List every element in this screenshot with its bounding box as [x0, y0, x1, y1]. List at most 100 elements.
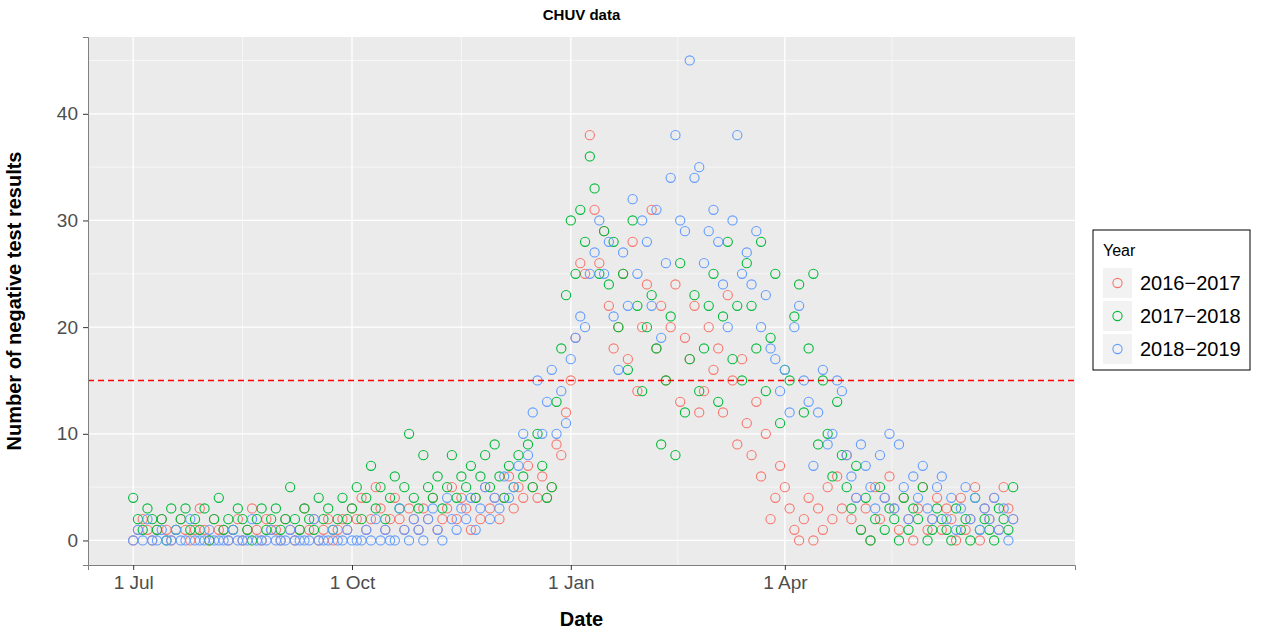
point — [381, 525, 390, 534]
point — [542, 397, 551, 406]
point — [657, 440, 666, 449]
minor-grid-line — [891, 37, 892, 565]
point — [490, 440, 499, 449]
point — [728, 216, 737, 225]
point — [628, 237, 637, 246]
point — [324, 504, 333, 513]
point — [885, 472, 894, 481]
point — [542, 493, 551, 502]
point — [171, 525, 180, 534]
grid-line — [88, 433, 1075, 434]
point — [619, 269, 628, 278]
point — [890, 515, 899, 524]
point — [457, 504, 466, 513]
point — [143, 504, 152, 513]
grid-line — [88, 113, 1075, 114]
point — [842, 451, 851, 460]
point — [347, 504, 356, 513]
point — [357, 536, 366, 545]
point — [804, 344, 813, 353]
point — [671, 131, 680, 140]
point — [999, 483, 1008, 492]
point — [171, 525, 180, 534]
point — [376, 483, 385, 492]
point — [937, 472, 946, 481]
point — [932, 504, 941, 513]
point — [186, 515, 195, 524]
x-tick-mark — [571, 565, 572, 570]
point — [671, 451, 680, 460]
point — [780, 365, 789, 374]
point — [904, 525, 913, 534]
point — [961, 483, 970, 492]
point — [438, 515, 447, 524]
minor-grid-line — [88, 60, 1075, 61]
point — [628, 195, 637, 204]
y-tick: 40 — [57, 103, 88, 124]
y-tick-label: 30 — [57, 210, 78, 231]
point — [357, 515, 366, 524]
plot-area — [88, 56, 1075, 545]
point — [642, 323, 651, 332]
point — [1009, 483, 1018, 492]
minor-grid-line — [242, 37, 243, 565]
point — [585, 269, 594, 278]
point — [695, 163, 704, 172]
point — [395, 515, 404, 524]
point — [923, 504, 932, 513]
point — [647, 301, 656, 310]
point — [947, 536, 956, 545]
point — [932, 483, 941, 492]
point — [875, 451, 884, 460]
point — [676, 216, 685, 225]
point — [404, 536, 413, 545]
point — [814, 440, 823, 449]
point — [476, 515, 485, 524]
point — [623, 301, 632, 310]
point — [362, 525, 371, 534]
legend-marker — [1113, 278, 1122, 287]
point — [523, 461, 532, 470]
point — [690, 301, 699, 310]
point — [699, 344, 708, 353]
point — [390, 536, 399, 545]
point — [481, 451, 490, 460]
point — [852, 493, 861, 502]
point — [990, 493, 999, 502]
point — [167, 504, 176, 513]
point — [328, 525, 337, 534]
point — [899, 493, 908, 502]
point — [747, 280, 756, 289]
point — [433, 525, 442, 534]
legend-label: 2016−2017 — [1140, 272, 1241, 294]
x-tick-label: 1 Jul — [114, 572, 154, 593]
point — [828, 429, 837, 438]
grid-line — [784, 37, 785, 565]
point — [894, 525, 903, 534]
point — [362, 493, 371, 502]
point — [129, 536, 138, 545]
grid — [88, 37, 1075, 565]
point — [990, 536, 999, 545]
point — [942, 525, 951, 534]
point — [371, 504, 380, 513]
point — [228, 525, 237, 534]
point — [576, 312, 585, 321]
point — [576, 205, 585, 214]
point — [590, 205, 599, 214]
point — [290, 515, 299, 524]
point — [590, 184, 599, 193]
point — [324, 536, 333, 545]
grid-line — [133, 37, 134, 565]
point — [619, 248, 628, 257]
point — [880, 493, 889, 502]
point — [799, 515, 808, 524]
point — [224, 515, 233, 524]
point — [771, 269, 780, 278]
point — [281, 515, 290, 524]
point — [642, 237, 651, 246]
point — [523, 440, 532, 449]
point — [904, 515, 913, 524]
point — [766, 344, 775, 353]
point — [614, 323, 623, 332]
